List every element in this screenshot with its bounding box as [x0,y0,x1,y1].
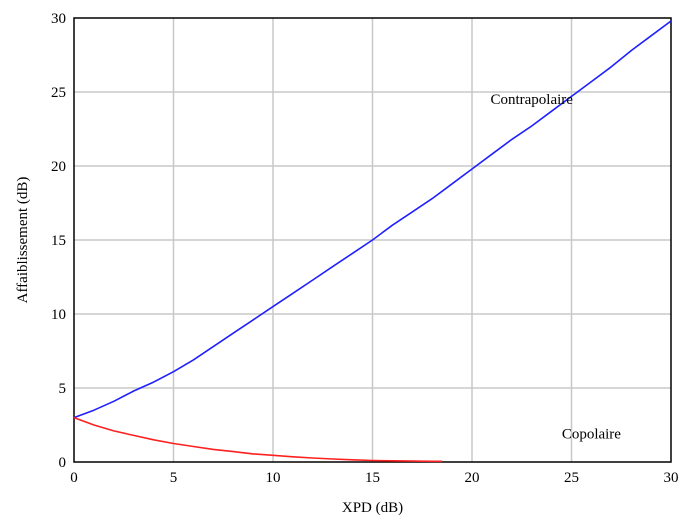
x-tick-label: 10 [266,470,281,486]
y-tick-label: 0 [59,455,67,471]
x-tick-labels: 0 5 10 15 20 25 30 [70,470,678,486]
annotation-copolaire: Copolaire [562,426,621,442]
x-tick-label: 20 [465,470,480,486]
x-tick-label: 0 [70,470,78,486]
series-line-copolaire [73,416,443,463]
series-layer [73,20,672,463]
series-line-contrapolaire [73,20,672,419]
y-axis-label: Affaiblissement (dB) [15,177,31,304]
y-tick-label: 5 [59,381,67,397]
y-tick-label: 15 [51,233,66,249]
x-tick-label: 15 [365,470,380,486]
y-tick-label: 25 [51,85,66,101]
grid-lines [74,18,671,462]
y-tick-label: 20 [51,159,66,175]
plot-frame [73,17,672,463]
y-tick-labels: 0 5 10 15 20 25 30 [51,11,66,471]
y-tick-label: 10 [51,307,66,323]
annotations: Contrapolaire Copolaire [490,92,621,442]
x-tick-label: 30 [664,470,679,486]
x-axis-label: XPD (dB) [342,500,403,516]
y-tick-label: 30 [51,11,66,27]
annotation-contrapolaire: Contrapolaire [490,92,573,108]
x-tick-label: 5 [170,470,178,486]
x-tick-label: 25 [564,470,579,486]
